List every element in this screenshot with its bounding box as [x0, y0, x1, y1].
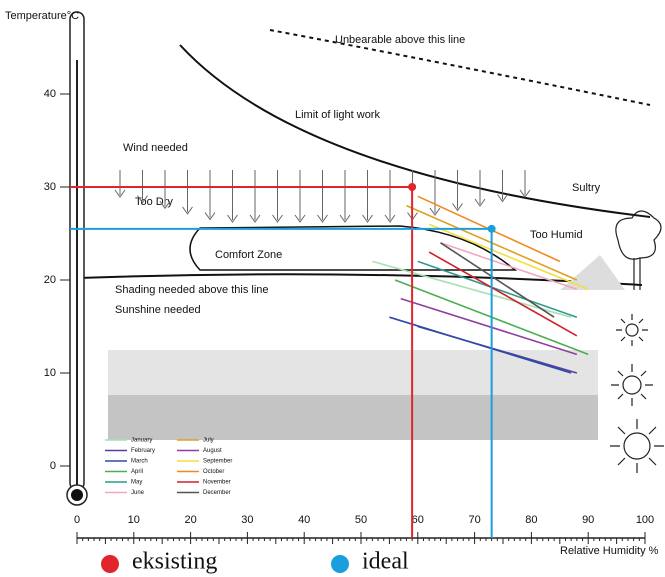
y-tick-label: 0	[50, 460, 56, 472]
wind-arrow	[453, 170, 463, 211]
annotation: Shading needed above this line	[115, 284, 269, 296]
legend-label: May	[131, 480, 142, 486]
legend-label: February	[131, 448, 155, 454]
legend-label: September	[203, 459, 232, 465]
x-tick-label: 20	[184, 514, 196, 526]
wind-arrow	[318, 170, 328, 222]
x-tick-label: 100	[636, 514, 654, 526]
point	[488, 225, 496, 233]
wind-arrow	[160, 170, 170, 208]
chart: Temperature°C Relative Humidity % Unbear…	[0, 0, 665, 577]
wind-arrow	[295, 170, 305, 222]
annotation: Too Humid	[530, 229, 583, 241]
thermometer	[67, 12, 87, 505]
legend-label: July	[203, 438, 214, 444]
wind-arrow	[385, 170, 395, 222]
band	[108, 395, 598, 440]
legend-label: March	[131, 459, 148, 465]
legend-label: ideal	[362, 549, 409, 575]
x-tick-label: 0	[74, 514, 80, 526]
legend-label: August	[203, 448, 222, 454]
x-tick-label: 70	[468, 514, 480, 526]
x-tick-label: 90	[582, 514, 594, 526]
legend-label: December	[203, 490, 231, 496]
sun-icon	[610, 314, 664, 473]
y-tick-label: 10	[44, 367, 56, 379]
humid-shade	[560, 255, 625, 290]
x-axis-label: Relative Humidity %	[560, 545, 659, 557]
annotation: Sunshine needed	[115, 304, 201, 316]
annotation: Unbearable above this line	[335, 34, 465, 46]
wind-arrow	[273, 170, 283, 222]
x-tick-label: 60	[412, 514, 424, 526]
wind-arrow	[183, 170, 193, 214]
annotation: Limit of light work	[295, 109, 380, 121]
annotation: Comfort Zone	[215, 249, 282, 261]
annotation: Too Dry	[135, 196, 173, 208]
legend-label: eksisting	[132, 549, 217, 575]
tree-icon	[616, 211, 661, 290]
month-line	[401, 299, 577, 355]
wind-arrow	[363, 170, 373, 222]
legend-label: April	[131, 469, 143, 475]
legend-dot	[331, 555, 349, 573]
wind-arrow	[205, 170, 215, 220]
x-tick-label: 50	[355, 514, 367, 526]
x-tick-label: 30	[241, 514, 253, 526]
legend-label: November	[203, 480, 231, 486]
wind-arrow	[520, 170, 530, 197]
wind-arrow	[340, 170, 350, 222]
annotation: Wind needed	[123, 142, 188, 154]
legend-label: January	[131, 438, 152, 444]
wind-arrow	[250, 170, 260, 222]
wind-arrow	[498, 170, 508, 202]
point	[408, 183, 416, 191]
band	[108, 350, 598, 395]
annotation: Sultry	[572, 182, 601, 194]
legend-dot	[101, 555, 119, 573]
y-tick-label: 40	[44, 88, 56, 100]
wind-arrow	[228, 170, 238, 222]
y-tick-label: 30	[44, 181, 56, 193]
legend-label: June	[131, 490, 145, 496]
x-tick-label: 40	[298, 514, 310, 526]
y-axis-label: Temperature°C	[5, 10, 79, 22]
x-tick-label: 80	[525, 514, 537, 526]
x-tick-label: 10	[128, 514, 140, 526]
wind-arrow	[115, 170, 125, 197]
legend-label: October	[203, 469, 224, 475]
y-tick-label: 20	[44, 274, 56, 286]
